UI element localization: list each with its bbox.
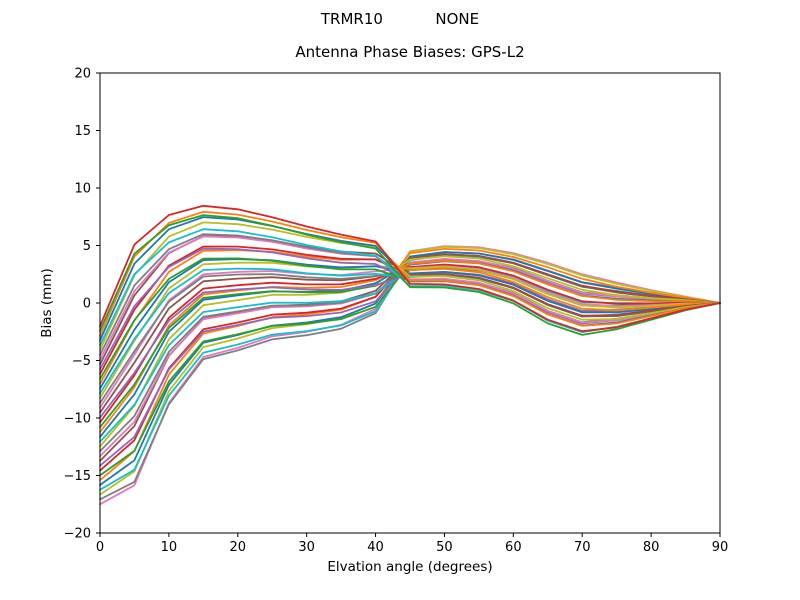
y-axis-label: Bias (mm) [39, 268, 55, 338]
y-tick-label: 5 [83, 239, 91, 254]
y-tick-label: 10 [74, 182, 91, 197]
y-tick-label: 20 [74, 67, 91, 82]
x-tick-label: 50 [436, 540, 453, 555]
series-line-23 [99, 261, 721, 400]
series-line-37 [99, 214, 721, 336]
series-line-03 [99, 245, 721, 496]
x-tick-label: 20 [230, 540, 247, 555]
series-line-38 [99, 204, 721, 333]
y-tick-label: −5 [72, 354, 91, 369]
y-tick-label: 15 [74, 124, 91, 139]
x-tick-label: 60 [505, 540, 522, 555]
y-tick-label: −15 [64, 469, 91, 484]
x-tick-label: 90 [712, 540, 729, 555]
x-tick-label: 0 [96, 540, 104, 555]
series-line-36 [99, 210, 721, 337]
series-line-16 [99, 259, 721, 434]
series-line-11 [99, 257, 721, 458]
x-tick-label: 40 [367, 540, 384, 555]
y-tick-label: 0 [83, 297, 91, 312]
series-line-33 [99, 221, 721, 352]
series-line-25 [99, 258, 721, 390]
series-line-26 [99, 249, 721, 385]
series-line-06 [99, 247, 721, 482]
y-tick-label: −20 [64, 527, 91, 542]
series-line-13 [99, 255, 721, 448]
y-tick-label: −10 [64, 412, 91, 427]
x-tick-label: 30 [298, 540, 315, 555]
series-line-18 [99, 263, 721, 424]
x-tick-label: 70 [574, 540, 591, 555]
x-tick-label: 80 [643, 540, 660, 555]
x-tick-label: 10 [161, 540, 178, 555]
x-axis-label: Elvation angle (degrees) [327, 559, 493, 575]
chart-title: Antenna Phase Biases: GPS-L2 [295, 43, 525, 61]
figure-suptitle: TRMR10 NONE [320, 10, 480, 28]
